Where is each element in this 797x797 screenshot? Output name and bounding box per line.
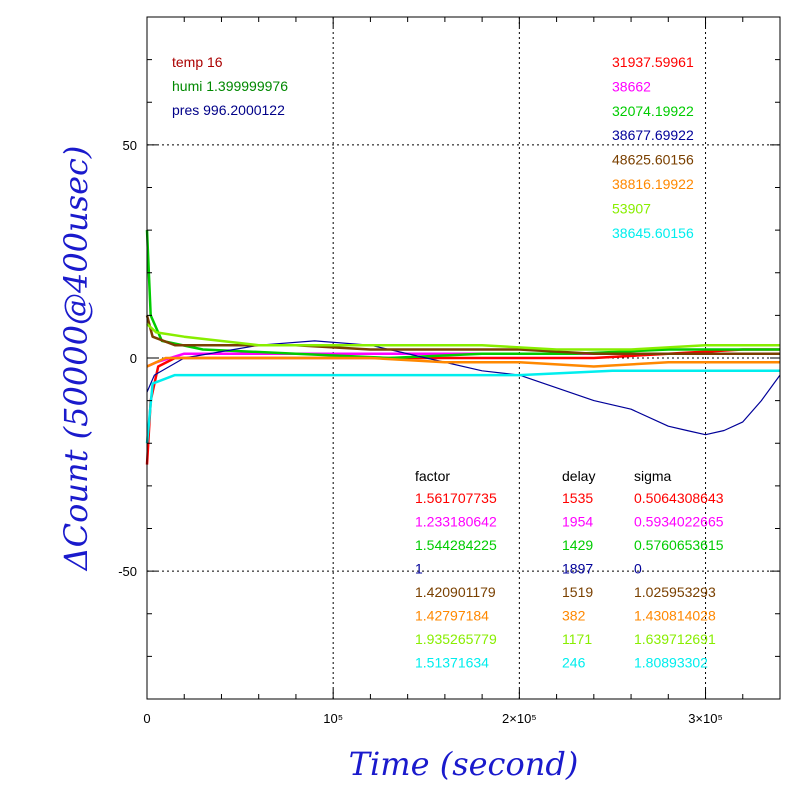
- series-line: [145, 315, 780, 355]
- x-tick-label: 0: [143, 711, 150, 726]
- series-layer: [145, 230, 781, 465]
- factor-value: 1: [415, 561, 423, 577]
- delay-value: 1519: [562, 584, 593, 600]
- factor-value: 1.420901179: [415, 584, 496, 600]
- env-label: temp 16: [172, 54, 223, 70]
- sigma-value: 1.025953293: [634, 584, 716, 600]
- factor-value: 1.561707735: [415, 490, 497, 506]
- delay-value: 1897: [562, 561, 593, 577]
- minor-ticks: [146, 16, 781, 700]
- base-value: 53907: [612, 200, 651, 216]
- delay-value: 1171: [562, 631, 592, 647]
- delay-value: 1954: [562, 514, 593, 530]
- factor-value: 1.51371634: [415, 655, 489, 671]
- table-header: delay: [562, 468, 595, 484]
- annotations: temp 16 humi 1.399999976 pres 996.2000122 3…: [172, 54, 724, 671]
- base-value: 38662: [612, 78, 651, 94]
- base-value: 38677.69922: [612, 127, 694, 143]
- delay-value: 1535: [562, 490, 593, 506]
- sigma-value: 1.80893302: [634, 655, 708, 671]
- env-label: pres 996.2000122: [172, 102, 285, 118]
- factor-value: 1.544284225: [415, 537, 497, 553]
- sigma-value: 0.5064308643: [634, 490, 724, 506]
- x-tick-label: 2×10⁵: [502, 711, 537, 726]
- table-header: factor: [415, 468, 450, 484]
- sigma-value: 1.639712691: [634, 631, 716, 647]
- delay-value: 1429: [562, 537, 593, 553]
- base-value: 32074.19922: [612, 103, 694, 119]
- y-tick-label: 50: [123, 138, 137, 153]
- sigma-value: 0.5760653615: [634, 537, 724, 553]
- table-header: sigma: [634, 468, 672, 484]
- series-line: [145, 369, 780, 444]
- base-value: 38816.19922: [612, 176, 694, 192]
- series-line: [145, 230, 780, 360]
- y-axis-label: ΔCount (50000@400usec): [57, 146, 95, 573]
- sigma-value: 0.5934022665: [634, 514, 724, 530]
- delay-value: 382: [562, 608, 586, 624]
- factor-value: 1.233180642: [415, 514, 497, 530]
- factor-value: 1.42797184: [415, 608, 489, 624]
- sigma-value: 1.430814028: [634, 608, 716, 624]
- env-label: humi 1.399999976: [172, 78, 288, 94]
- delay-value: 246: [562, 655, 586, 671]
- factor-value: 1.935265779: [415, 631, 497, 647]
- x-tick-label: 3×10⁵: [688, 711, 723, 726]
- x-tick-label: 10⁵: [323, 711, 343, 726]
- series-line: [146, 356, 780, 368]
- y-tick-label: 0: [130, 351, 137, 366]
- x-axis-label: Time (second): [349, 745, 579, 783]
- base-value: 48625.60156: [612, 152, 694, 168]
- base-value: 38645.60156: [612, 225, 694, 241]
- sigma-value: 0: [634, 561, 642, 577]
- base-value: 31937.59961: [612, 54, 694, 70]
- series-line: [146, 322, 780, 351]
- y-tick-label: -50: [118, 564, 137, 579]
- axis-ticks: 0 10⁵ 2×10⁵ 3×10⁵ -50 0 50: [118, 16, 781, 726]
